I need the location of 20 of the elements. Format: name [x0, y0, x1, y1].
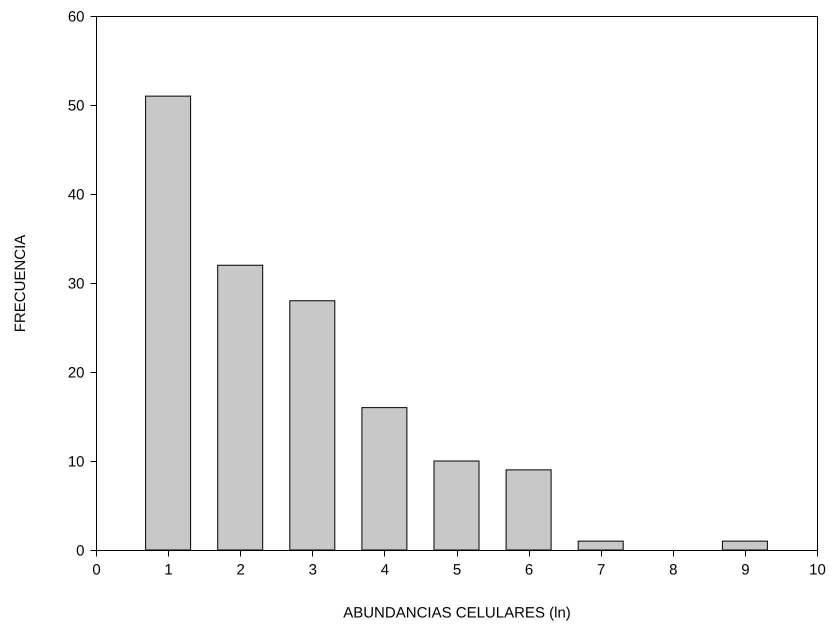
x-tick-label: 3 — [308, 562, 317, 578]
x-tick-label: 8 — [669, 562, 678, 578]
y-tick-label: 60 — [68, 8, 84, 26]
x-tick-label: 0 — [92, 562, 101, 578]
y-tick-label: 40 — [68, 186, 84, 204]
x-tick-label: 1 — [164, 562, 173, 578]
y-axis-title: FRECUENCIA — [12, 234, 29, 332]
y-tick-label: 10 — [68, 454, 84, 470]
x-tick-label: 6 — [524, 562, 534, 578]
x-tick-label: 5 — [452, 562, 462, 578]
y-tick-label: 50 — [68, 98, 84, 114]
x-tick-label: 2 — [236, 562, 245, 578]
y-tick-label: 30 — [68, 276, 84, 292]
x-axis-title: ABUNDANCIAS CELULARES (ln) — [343, 604, 571, 622]
y-tick-label: 0 — [76, 542, 84, 560]
x-tick-label: 7 — [597, 562, 606, 578]
x-tick-label: 4 — [380, 562, 390, 578]
y-tick-label: 20 — [68, 364, 84, 382]
x-tick-label: 10 — [809, 562, 826, 578]
x-tick-label: 9 — [741, 562, 750, 578]
